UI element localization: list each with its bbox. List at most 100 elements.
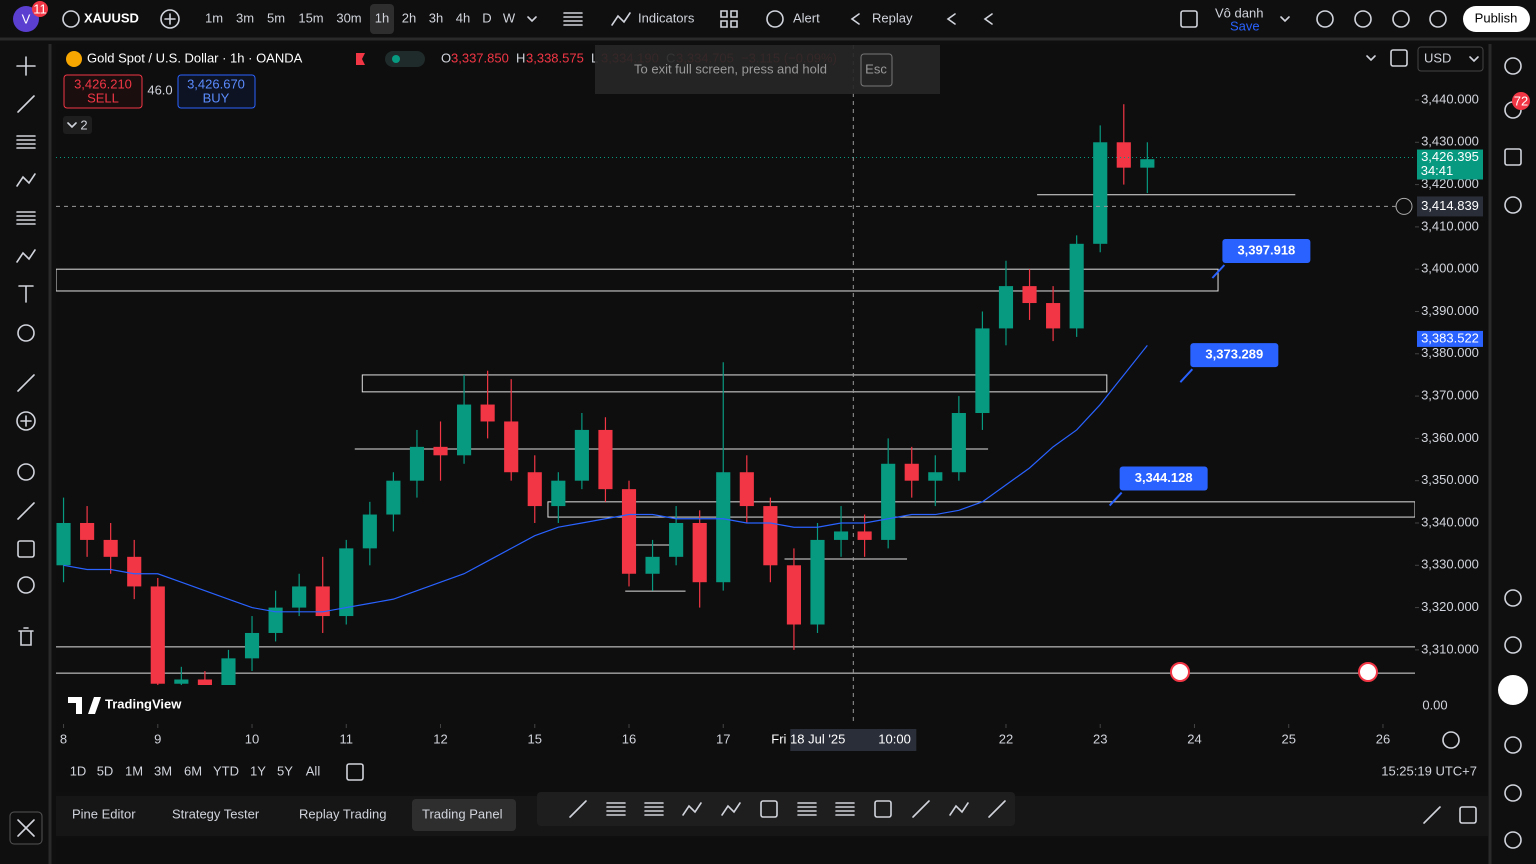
icon[interactable] [16,249,36,263]
icon[interactable] [1423,806,1441,824]
icon[interactable] [1429,10,1447,28]
icon[interactable] [67,122,77,129]
callout[interactable] [1222,238,1311,263]
range-button[interactable]: 5D [97,763,114,778]
timeframe[interactable]: 5m [267,10,285,25]
timeframe[interactable]: 15m [298,10,323,25]
timeframe[interactable]: 1h [375,10,389,25]
icon[interactable] [988,800,1006,818]
icon[interactable] [1504,148,1522,166]
currency-select[interactable] [1417,46,1484,72]
icon[interactable] [1504,831,1522,849]
timeframe[interactable]: 3h [429,10,443,25]
icon[interactable] [946,13,956,25]
icon[interactable] [721,802,741,816]
icon[interactable] [17,463,35,481]
icon[interactable] [1504,57,1522,75]
icon[interactable] [1392,10,1410,28]
icon[interactable] [16,173,36,187]
icon[interactable] [17,374,35,392]
icon[interactable] [1442,731,1460,749]
tab[interactable]: Strategy Tester [172,806,260,821]
tab[interactable]: Trading Panel [422,806,503,821]
icon[interactable] [160,9,180,29]
apps-button[interactable] [1498,675,1528,705]
icon[interactable] [62,10,80,28]
icon[interactable] [1316,10,1334,28]
event-marker[interactable] [1170,662,1190,682]
timeframe[interactable]: 4h [456,10,470,25]
range-button[interactable]: 5Y [277,763,293,778]
buy-button[interactable] [177,74,256,109]
icon[interactable] [874,800,892,818]
range-button[interactable]: 1M [125,763,143,778]
timeframe[interactable]: 1m [205,10,223,25]
icon[interactable] [1390,49,1408,67]
icon[interactable] [17,576,35,594]
icon[interactable] [1180,10,1198,28]
alert-button[interactable]: Alert [793,10,820,25]
icon[interactable] [563,12,583,26]
icon[interactable] [1504,736,1522,754]
favorites[interactable] [9,811,43,845]
icon[interactable] [18,627,34,646]
layout-name[interactable]: Vô danh [1215,5,1263,20]
callout[interactable] [1190,343,1279,368]
symbol[interactable]: XAUUSD [84,10,139,25]
icon[interactable] [720,10,738,28]
icon[interactable] [912,800,930,818]
tab[interactable]: Pine Editor [72,806,136,821]
icon[interactable] [850,13,860,25]
icon[interactable] [346,763,364,781]
icon[interactable] [1504,636,1522,654]
icon[interactable] [760,800,778,818]
timeframe[interactable]: 30m [336,10,361,25]
icon[interactable] [1280,16,1290,23]
range-button[interactable]: 6M [184,763,202,778]
icon[interactable] [17,540,35,558]
icon[interactable] [527,16,537,23]
indicators-button[interactable]: Indicators [638,10,695,25]
icon[interactable] [1354,10,1372,28]
sell-button[interactable] [63,74,143,109]
icon[interactable] [16,56,36,76]
range-button[interactable]: All [306,763,321,778]
icon[interactable] [17,324,35,342]
range-button[interactable]: 1Y [250,763,266,778]
event-marker[interactable] [1358,662,1378,682]
icon[interactable] [569,800,587,818]
tab[interactable]: Replay Trading [299,806,386,821]
icon[interactable] [17,502,35,520]
range-button[interactable]: 1D [70,763,87,778]
icon[interactable] [1504,784,1522,802]
icon[interactable] [1366,55,1376,62]
icon[interactable] [835,802,855,816]
icon[interactable] [16,135,36,149]
icon[interactable] [766,10,784,28]
icon[interactable] [606,802,626,816]
icon[interactable] [18,285,34,303]
icon[interactable] [682,802,702,816]
icon[interactable] [16,411,36,431]
icon[interactable] [983,13,993,25]
indicators-toggle[interactable] [63,116,92,134]
callout[interactable] [1119,466,1208,491]
icon[interactable] [949,802,969,816]
icon[interactable] [797,802,817,816]
icon[interactable] [1504,589,1522,607]
timeframe[interactable]: 2h [402,10,416,25]
icon[interactable] [17,95,35,113]
timeframe[interactable]: 3m [236,10,254,25]
icon[interactable] [644,802,664,816]
publish-button[interactable] [1463,6,1530,32]
icon[interactable] [17,819,35,837]
icon[interactable] [1469,56,1479,63]
icon[interactable] [1504,196,1522,214]
timeframe[interactable]: D [482,10,491,25]
range-button[interactable]: 3M [154,763,172,778]
crosshair-plus[interactable] [1395,197,1413,215]
replay-button[interactable]: Replay [872,10,913,25]
icon[interactable] [1459,806,1477,824]
avatar[interactable] [13,6,39,32]
icon[interactable] [16,211,36,225]
